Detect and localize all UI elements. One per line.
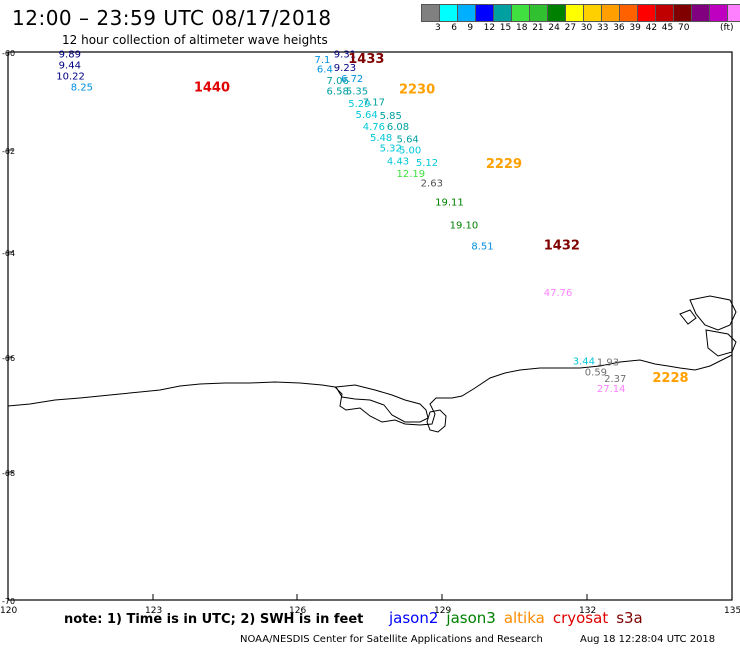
page-subtitle: 12 hour collection of altimeter wave hei… [62, 33, 328, 47]
lat-tick-label: -62 [2, 147, 15, 156]
legend-jason3: jason3 [446, 609, 496, 627]
wave-height-label: 12.19 [397, 169, 426, 180]
color-scale-labels: 3 6 9 12 15 18 21 24 27 30 33 36 39 42 45 70 (ft) [422, 23, 740, 37]
pass-time-label: 1432 [544, 238, 580, 253]
wave-height-label: 5.32 [380, 144, 402, 155]
color-scale-tick-label: 24 [548, 23, 560, 33]
wave-height-label: 9.89 [59, 49, 81, 60]
wave-height-label: 10.22 [56, 71, 85, 82]
color-scale-bar [421, 4, 740, 22]
wave-height-label: 6.58 [327, 87, 349, 98]
wave-height-label: 4.76 [363, 122, 385, 133]
pass-time-label: 2228 [652, 371, 688, 386]
wave-height-label: 5.35 [346, 87, 368, 98]
coastline-inlet [335, 384, 429, 423]
wave-height-label: 7.06 [327, 76, 349, 87]
lon-tick-label: 132 [579, 606, 596, 616]
color-scale-tick-label: 18 [516, 23, 528, 33]
color-scale-unit: (ft) [720, 23, 734, 33]
wave-height-label: 1.93 [597, 357, 619, 368]
lon-tick-label: 123 [145, 606, 162, 616]
color-scale-tick-label: 9 [467, 23, 474, 33]
legend-s3a: s3a [616, 609, 643, 627]
wave-height-label: 27.14 [597, 384, 626, 395]
color-scale-tick-label: 21 [532, 23, 544, 33]
wave-height-label: 19.10 [450, 220, 479, 231]
credit-line: NOAA/NESDIS Center for Satellite Applica… [240, 634, 543, 645]
lon-tick-label: 126 [289, 606, 306, 616]
color-scale-tick-label: 42 [645, 23, 658, 33]
map-frame [7, 51, 733, 601]
page-title: 12:00 – 23:59 UTC 08/17/2018 [12, 6, 332, 30]
pass-time-label: 2230 [399, 83, 435, 98]
wave-height-label: 5.12 [416, 158, 438, 169]
color-scale-tick-label: 33 [597, 23, 609, 33]
wave-height-label: 9.31 [334, 49, 356, 60]
lon-tick-label: 135 [724, 606, 740, 616]
pass-time-label: 2229 [486, 157, 522, 172]
wave-height-label: 5.29 [348, 99, 370, 110]
coastline-island [689, 295, 737, 331]
wave-height-label: 2.63 [421, 178, 443, 189]
coastline-island [705, 329, 737, 357]
color-scale-tick-label: 27 [564, 23, 577, 33]
color-scale-tick-label: 45 [661, 23, 674, 33]
satellite-legend: jason2 jason3 altika cryosat s3a [389, 609, 651, 627]
lat-tick-label: -66 [2, 354, 15, 363]
legend-altika: altika [503, 609, 545, 627]
color-scale-tick-label: 36 [613, 23, 625, 33]
legend-jason2: jason2 [389, 609, 439, 627]
coastline-island [679, 309, 697, 325]
wave-height-label: 5.00 [399, 145, 421, 156]
wave-height-label: 6.08 [387, 122, 409, 133]
coastline-main [7, 354, 733, 426]
wave-height-label: 5.85 [380, 111, 402, 122]
wave-height-label: 8.51 [471, 241, 493, 252]
pass-time-label: 1440 [194, 80, 230, 95]
wave-height-label: 7.17 [363, 98, 385, 109]
legend-cryosat: cryosat [552, 609, 609, 627]
map-border [7, 51, 733, 601]
color-scale-tick-label: 30 [580, 23, 593, 33]
wave-height-label: 3.44 [573, 356, 595, 367]
coastline-islet [426, 409, 447, 433]
wave-height-label: 6.72 [341, 74, 363, 85]
color-scale-tick-label: 39 [629, 23, 641, 33]
color-swatch [727, 4, 740, 22]
lat-tick-label: -64 [2, 249, 15, 258]
wave-height-label: 2.37 [604, 374, 626, 385]
wave-height-label: 5.64 [356, 110, 378, 121]
generation-timestamp: Aug 18 12:28:04 UTC 2018 [580, 634, 716, 645]
wave-height-label: 19.11 [435, 197, 464, 208]
footer-note: note: 1) Time is in UTC; 2) SWH is in fe… [64, 612, 364, 627]
wave-height-label: 5.48 [370, 133, 392, 144]
wave-height-label: 4.43 [387, 156, 409, 167]
antarctic-coastline [7, 295, 737, 433]
wave-height-label: 9.44 [59, 60, 81, 71]
wave-height-label: 8.25 [71, 82, 93, 93]
color-scale-tick-label: 3 [435, 23, 441, 33]
wave-height-label: 47.76 [544, 288, 573, 299]
color-scale-tick-label: 15 [499, 23, 512, 33]
color-scale-tick-label: 6 [451, 23, 457, 33]
color-scale-tick-label: 70 [678, 23, 690, 33]
lat-tick-label: -68 [2, 469, 15, 478]
pass-time-label: 1433 [348, 52, 384, 67]
wave-height-label: 7.1 [314, 55, 330, 66]
lat-tick-label: -70 [2, 597, 15, 606]
wave-height-label: 9.23 [334, 63, 356, 74]
lat-tick-label: -60 [2, 49, 15, 58]
lon-tick-label: 120 [0, 606, 17, 616]
color-scale-tick-label: 12 [483, 23, 496, 33]
wave-height-label: 0.59 [585, 367, 607, 378]
wave-height-label: 6.4 [317, 64, 333, 75]
wave-height-label: 5.64 [397, 134, 419, 145]
lon-tick-label: 129 [434, 606, 451, 616]
